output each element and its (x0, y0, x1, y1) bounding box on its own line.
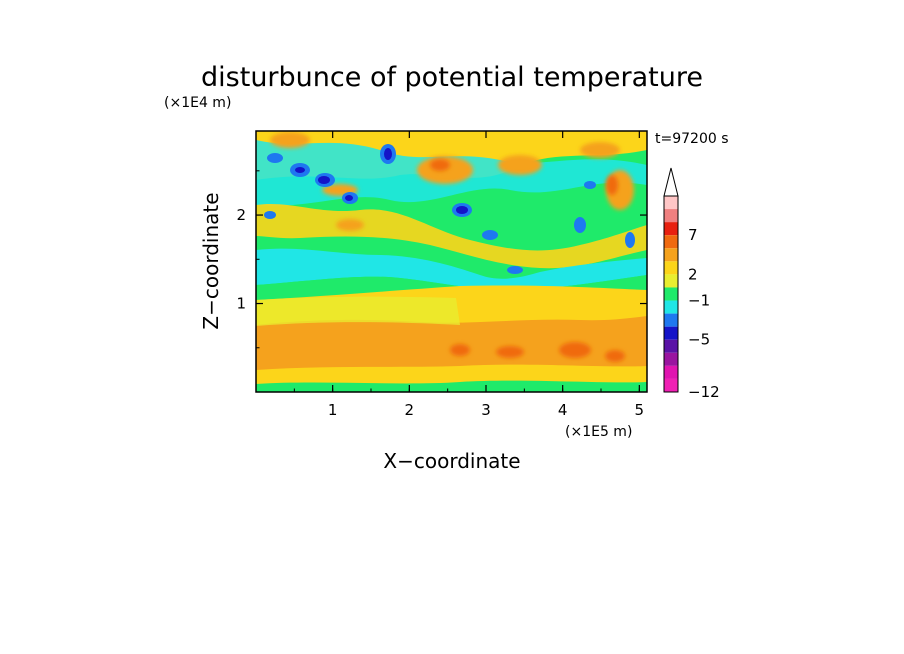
x-axis-label: X−coordinate (383, 449, 520, 473)
colorbar-swatch-10 (664, 326, 678, 340)
navy-wave-blobs (295, 148, 468, 214)
blue-wave-blobs (264, 144, 635, 274)
colorbar-swatch-9 (664, 313, 678, 327)
red-blob-1 (430, 159, 450, 171)
orange-blob-4 (336, 219, 364, 231)
lower-red-patches (450, 342, 625, 362)
y-axis-label: Z−coordinate (199, 192, 223, 329)
colorbar-swatch-13 (664, 365, 678, 379)
colorbar-frame (663, 195, 679, 393)
bottom-green-strip (256, 380, 647, 392)
blue-blob-11 (625, 232, 635, 248)
y-tick-label-0: 1 (236, 295, 246, 313)
contour-field (256, 131, 647, 392)
x-tick-label-4: 5 (635, 401, 645, 419)
blue-blob-10 (574, 217, 586, 233)
x-unit-label: (×1E5 m) (565, 424, 632, 440)
x-tick-label-2: 3 (481, 401, 491, 419)
x-tick-label-3: 4 (558, 401, 568, 419)
orange-blob-6 (580, 142, 620, 158)
red-patch-2 (496, 346, 524, 358)
blue-blob-12 (264, 211, 276, 219)
orange-blob-1 (270, 132, 310, 148)
colorbar-swatch-6 (664, 274, 678, 288)
blue-blob-1 (267, 153, 283, 163)
lower-layer-region (256, 285, 647, 392)
navy-blob-4 (456, 206, 468, 214)
red-blob-2 (606, 175, 618, 195)
colorbar-swatch-14 (664, 378, 678, 392)
colorbar-swatch-2 (664, 222, 678, 236)
colorbar: 7 2 −1 −5 −12 (663, 167, 720, 401)
colorbar-label-2: −1 (688, 292, 710, 310)
x-tick-label-0: 1 (328, 401, 338, 419)
colorbar-label-1: 2 (688, 265, 698, 283)
navy-blob-1 (295, 167, 305, 173)
colorbar-swatch-12 (664, 352, 678, 366)
plot-frame (255, 130, 648, 393)
y-tick-label-1: 2 (236, 206, 246, 224)
navy-blob-5 (345, 195, 353, 201)
colorbar-swatch-0 (664, 196, 678, 210)
y-unit-label: (×1E4 m) (164, 95, 231, 111)
red-wave-blobs (430, 159, 618, 195)
navy-blob-2 (318, 176, 330, 184)
colorbar-swatch-11 (664, 339, 678, 353)
orange-blob-5 (498, 155, 542, 175)
upper-yellow-blend (256, 296, 460, 326)
colorbar-swatch-1 (664, 209, 678, 223)
cyan-tongue (256, 248, 647, 291)
chart-title: disturbunce of potential temperature (201, 62, 703, 93)
colorbar-swatch-3 (664, 235, 678, 249)
red-patch-4 (605, 350, 625, 362)
blue-blob-8 (507, 266, 523, 274)
colorbar-label-0: 7 (688, 226, 698, 244)
colorbar-label-4: −12 (688, 383, 720, 401)
colorbar-extend-arrow (663, 167, 679, 197)
blue-blob-7 (482, 230, 498, 240)
upper-wave-region (256, 131, 647, 300)
time-label: t=97200 s (655, 131, 729, 147)
blue-blob-9 (584, 181, 596, 189)
x-axis-ticks: 1 2 3 4 5 (255, 131, 645, 419)
colorbar-swatch-5 (664, 261, 678, 275)
colorbar-swatch-7 (664, 287, 678, 301)
red-patch-3 (559, 342, 591, 358)
red-patch-1 (450, 344, 470, 356)
colorbar-label-3: −5 (688, 331, 710, 349)
y-axis-ticks: 12 (236, 170, 647, 393)
colorbar-swatch-4 (664, 248, 678, 262)
colorbar-swatch-8 (664, 300, 678, 314)
navy-blob-3 (384, 148, 392, 160)
x-tick-label-1: 2 (405, 401, 415, 419)
